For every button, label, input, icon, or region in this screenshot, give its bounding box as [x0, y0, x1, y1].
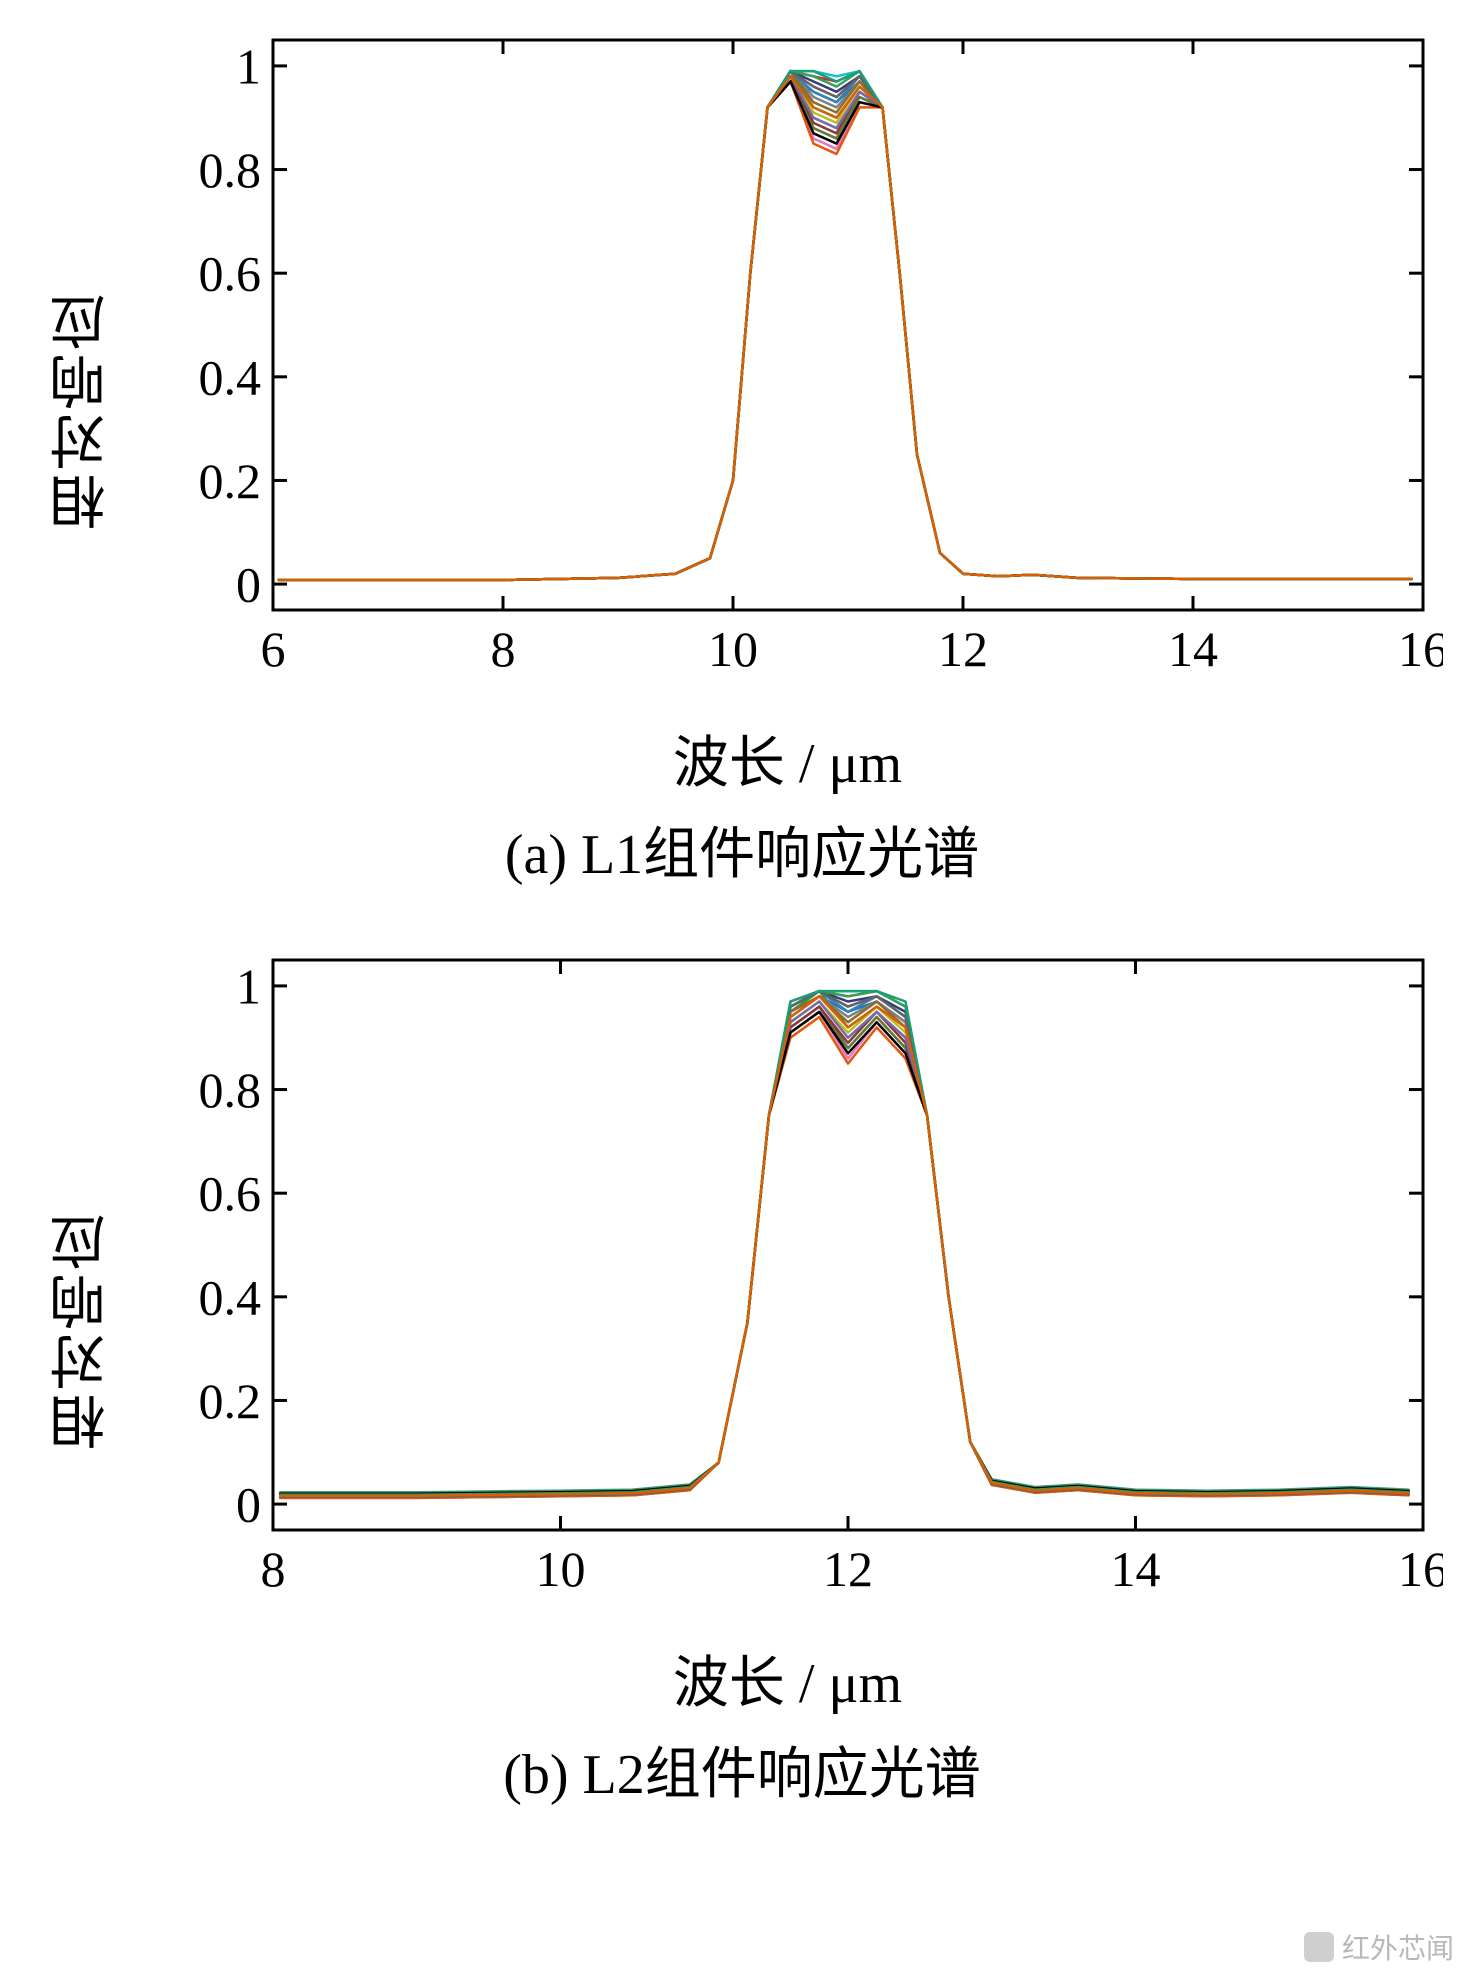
svg-text:0.2: 0.2: [198, 1373, 261, 1429]
svg-text:12: 12: [823, 1541, 873, 1597]
figure-container: 相对响应 681012141600.20.40.60.81 波长 / μm (a…: [0, 0, 1484, 1900]
watermark: 红外芯闻: [1304, 1927, 1454, 1967]
svg-text:0: 0: [236, 1477, 261, 1533]
panel-a-svg: 6 8 10 12 14 16 0 0.2 0.4 0.6 0.8 1: [133, 20, 1443, 710]
panel-a-ylabel: 相对响应: [42, 290, 123, 530]
panel-b-plot-box: 8 10 12 14 16 0 0.2 0.4 0.6 0.8 1 波长 / μm: [133, 940, 1443, 1719]
panel-b-caption: (b) L2组件响应光谱: [30, 1729, 1454, 1810]
svg-text:8: 8: [490, 621, 515, 677]
panel-a-caption: (a) L1组件响应光谱: [30, 809, 1454, 890]
svg-text:16: 16: [1398, 621, 1443, 677]
svg-text:16: 16: [1398, 1541, 1443, 1597]
svg-text:12: 12: [938, 621, 988, 677]
watermark-text: 红外芯闻: [1342, 1927, 1454, 1967]
svg-text:8: 8: [260, 1541, 285, 1597]
panel-b: 相对响应 8 10 12 14 16 0 0.2 0.4 0.6 0.8 1 波长 / μm (b)…: [30, 940, 1454, 1810]
svg-text:6: 6: [260, 621, 285, 677]
svg-text:0.6: 0.6: [198, 246, 261, 302]
svg-text:1: 1: [236, 958, 261, 1014]
panel-b-xlabel: 波长 / μm: [133, 1638, 1443, 1719]
svg-text:10: 10: [535, 1541, 585, 1597]
panel-b-chart-wrap: 相对响应 8 10 12 14 16 0 0.2 0.4 0.6 0.8 1 波长 / μm: [30, 940, 1454, 1719]
watermark-icon: [1304, 1932, 1334, 1962]
svg-text:0.2: 0.2: [198, 453, 261, 509]
svg-text:14: 14: [1168, 621, 1218, 677]
svg-text:14: 14: [1110, 1541, 1160, 1597]
svg-text:1: 1: [236, 38, 261, 94]
svg-text:0: 0: [236, 557, 261, 613]
panel-b-svg: 8 10 12 14 16 0 0.2 0.4 0.6 0.8 1: [133, 940, 1443, 1630]
svg-text:0.4: 0.4: [198, 1269, 261, 1325]
panel-a-plot-box: 6 8 10 12 14 16 0 0.2 0.4 0.6 0.8 1 波长 / μm: [133, 20, 1443, 799]
panel-a: 相对响应 6 8 10 12 14 16 0 0.2 0.4 0.6 0.8 1 波长 / μm (a…: [30, 20, 1454, 890]
svg-text:0.8: 0.8: [198, 142, 261, 198]
svg-text:10: 10: [708, 621, 758, 677]
panel-a-chart-wrap: 相对响应 6 8 10 12 14 16 0 0.2 0.4 0.6 0.8 1 波长 / μm: [30, 20, 1454, 799]
svg-text:0.6: 0.6: [198, 1166, 261, 1222]
panel-b-ylabel: 相对响应: [42, 1210, 123, 1450]
svg-text:0.8: 0.8: [198, 1062, 261, 1118]
panel-a-xlabel: 波长 / μm: [133, 718, 1443, 799]
svg-text:0.4: 0.4: [198, 349, 261, 405]
